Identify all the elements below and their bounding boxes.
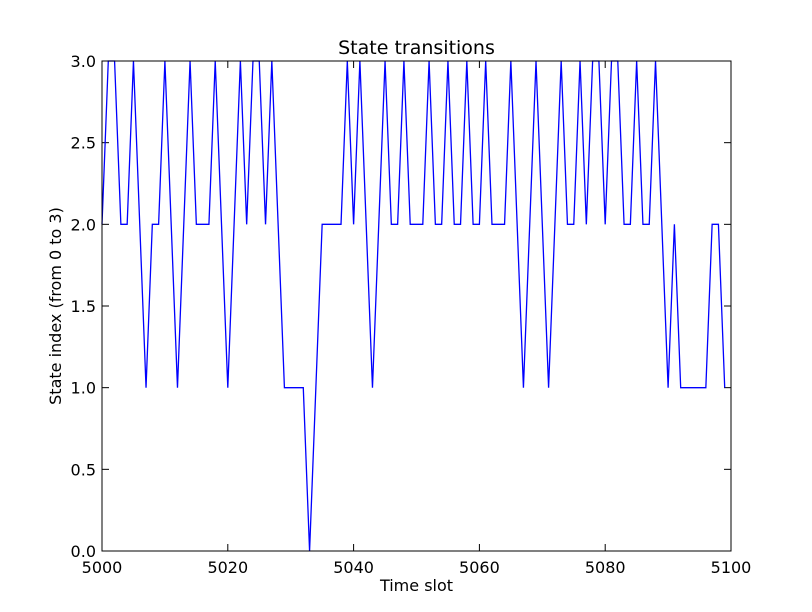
y-tick-label: 1.0 [71, 379, 96, 398]
y-tick-label: 0.0 [71, 542, 96, 561]
plot-area [102, 61, 731, 551]
x-tick-label: 5020 [207, 558, 248, 577]
x-tick-label: 5040 [333, 558, 374, 577]
plot-frame [101, 60, 732, 552]
series-line-0 [101, 60, 726, 552]
x-axis-title: Time slot [379, 576, 453, 595]
chart-title: State transitions [338, 37, 495, 59]
y-tick-label: 0.5 [71, 460, 96, 479]
x-tick-label: 5080 [585, 558, 626, 577]
x-tick-label: 5060 [459, 558, 500, 577]
x-tick-label: 5000 [82, 558, 123, 577]
y-tick-label: 3.0 [71, 52, 96, 71]
series-lines [101, 60, 726, 552]
y-tick-label: 2.5 [71, 134, 96, 153]
y-tick-label: 2.0 [71, 215, 96, 234]
y-tick-label: 1.5 [71, 297, 96, 316]
y-axis-title: State index (from 0 to 3) [46, 207, 65, 405]
x-tick-label: 5100 [711, 558, 752, 577]
ticks: 5000 5020 5040 5060 5080 5100 0.0 0.5 1.0 1.5 2.0 2… [71, 52, 752, 577]
